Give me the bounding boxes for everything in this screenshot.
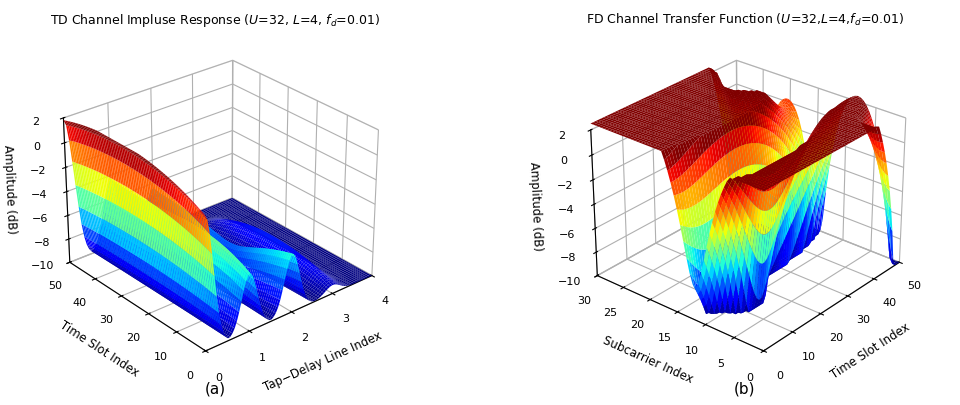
Text: (b): (b) (734, 381, 756, 396)
X-axis label: Tap−Delay Line Index: Tap−Delay Line Index (262, 329, 384, 394)
Title: TD Channel Impluse Response ($U$=32, $L$=4, $f_d$=0.01): TD Channel Impluse Response ($U$=32, $L$… (50, 12, 380, 29)
Y-axis label: Subcarrier Index: Subcarrier Index (600, 334, 695, 386)
Title: FD Channel Transfer Function ($U$=32,$L$=4,$f_d$=0.01): FD Channel Transfer Function ($U$=32,$L$… (586, 12, 903, 28)
Text: (a): (a) (204, 381, 226, 396)
Y-axis label: Time Slot Index: Time Slot Index (58, 319, 141, 379)
X-axis label: Time Slot Index: Time Slot Index (829, 320, 913, 382)
